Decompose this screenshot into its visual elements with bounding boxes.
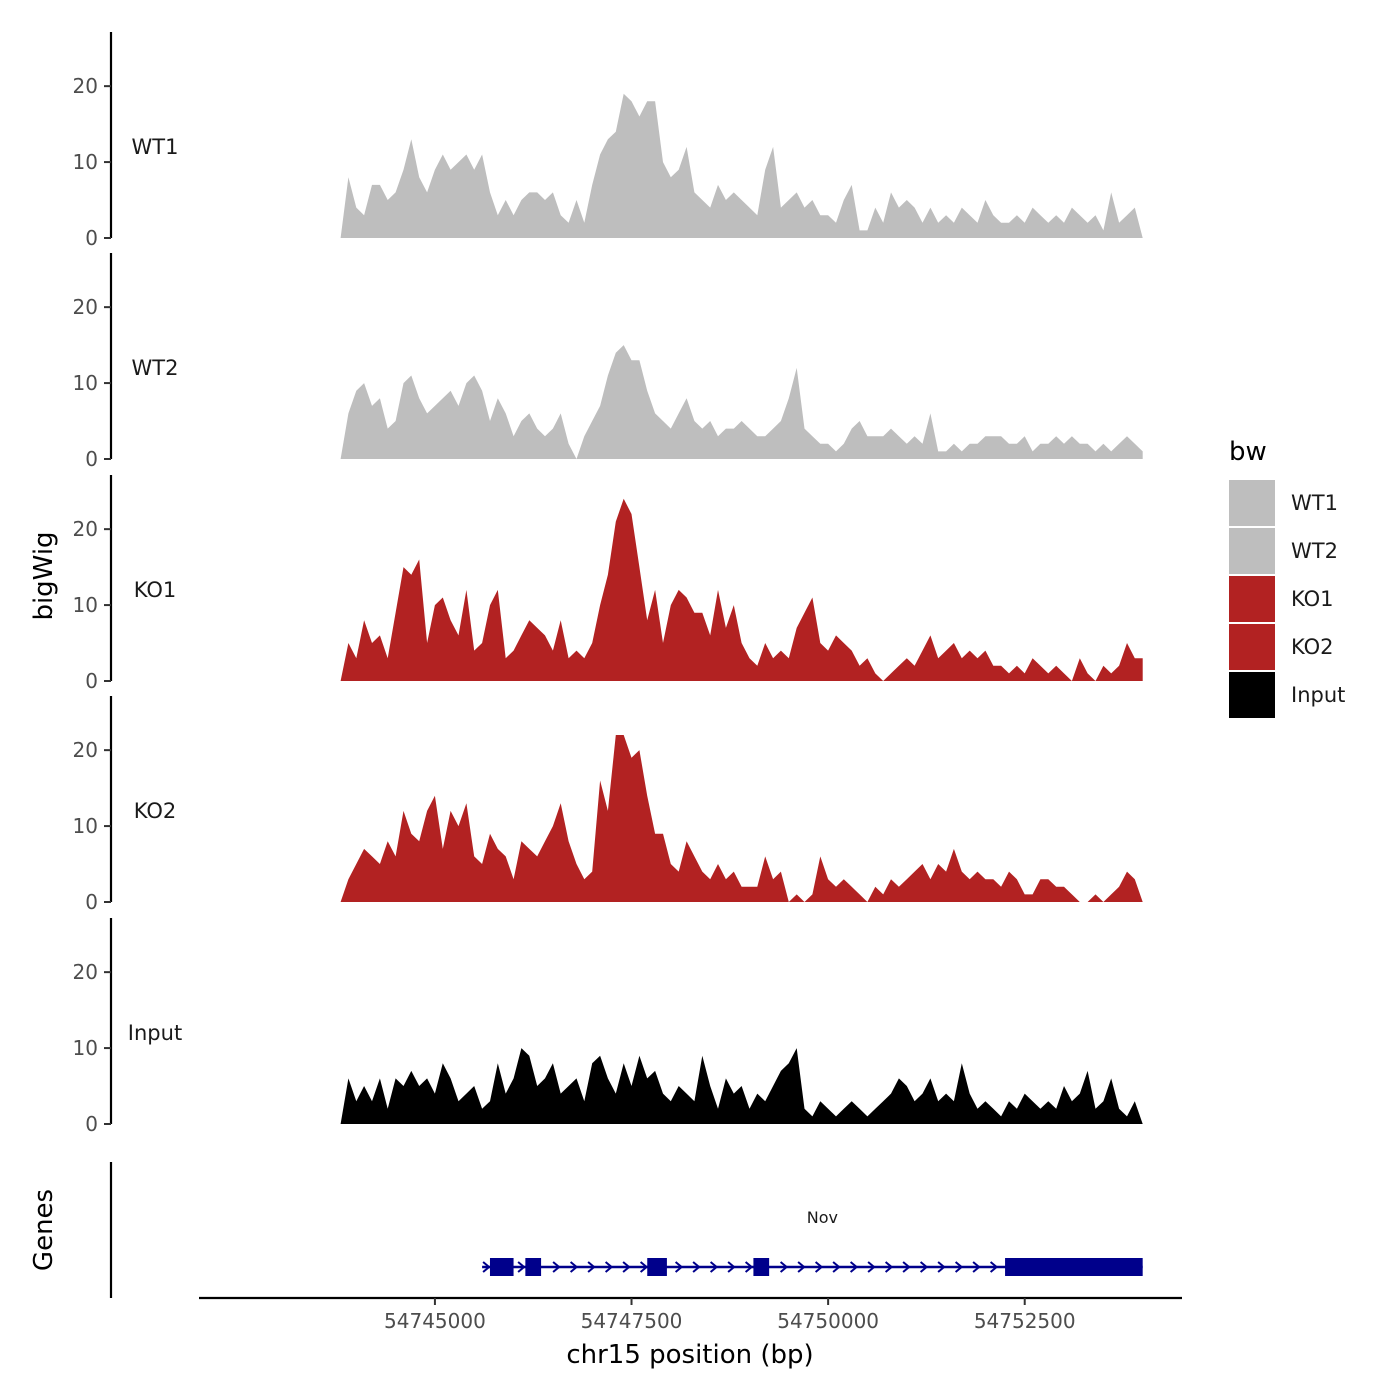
strand-chevron [587, 1261, 596, 1273]
coverage-area-ko2 [340, 735, 1143, 902]
y-tick-label: 20 [73, 295, 98, 319]
strand-chevron [902, 1261, 911, 1273]
legend-swatch-input [1229, 672, 1275, 718]
y-tick-label: 0 [85, 669, 98, 693]
y-tick-label: 20 [73, 74, 98, 98]
strand-chevron [674, 1261, 684, 1273]
y-tick-label: 20 [73, 738, 98, 762]
strand-chevron [709, 1261, 719, 1273]
legend-title: bw [1229, 437, 1267, 467]
strand-chevron [569, 1261, 579, 1273]
strand-chevron [622, 1261, 631, 1273]
legend-label: KO1 [1291, 587, 1334, 611]
track-label: Input [128, 1021, 182, 1045]
x-tick-label: 54750000 [777, 1309, 879, 1333]
strand-chevron [937, 1261, 946, 1273]
track-panel-ko1: 0 10 20 KO1 [73, 475, 1143, 693]
legend: bw WT1 WT2 KO1 KO2 Input [1229, 437, 1345, 718]
strand-chevron [639, 1261, 649, 1273]
legend-swatch-ko1 [1229, 576, 1275, 622]
coverage-area-input [340, 1048, 1143, 1124]
legend-label: Input [1291, 683, 1345, 707]
strand-chevron [832, 1261, 841, 1273]
strand-chevron [919, 1261, 929, 1273]
y-tick-label: 0 [85, 226, 98, 250]
legend-swatch-wt2 [1229, 528, 1275, 574]
strand-chevron [482, 1261, 491, 1273]
strand-chevron [692, 1261, 701, 1273]
gene-exon [489, 1258, 514, 1276]
gene-exon [647, 1258, 667, 1276]
x-axis: 54745000 54747500 54750000 54752500 [199, 1296, 1182, 1333]
x-axis-title: chr15 position (bp) [566, 1340, 813, 1370]
track-panel-wt2: 0 10 20 WT2 [73, 253, 1143, 471]
y-tick-label: 10 [73, 1036, 98, 1060]
coverage-area-wt2 [340, 345, 1143, 459]
strand-chevron [779, 1261, 789, 1273]
gene-track: Nov [109, 1162, 1143, 1298]
strand-chevron [517, 1261, 526, 1273]
gene-name-label: Nov [807, 1208, 838, 1227]
track-panel-wt1: 0 10 20 WT1 [73, 32, 1143, 250]
legend-swatch-wt1 [1229, 480, 1275, 526]
y-tick-label: 10 [73, 814, 98, 838]
y-tick-label: 0 [85, 890, 98, 914]
y-tick-label: 10 [73, 371, 98, 395]
x-tick-label: 54747500 [581, 1309, 683, 1333]
strand-chevron [954, 1261, 964, 1273]
track-label: WT1 [132, 135, 179, 159]
strand-chevron [727, 1261, 736, 1273]
strand-chevron [552, 1261, 561, 1273]
coverage-area-wt1 [340, 93, 1143, 238]
strand-chevron [814, 1261, 824, 1273]
gene-exon [525, 1258, 542, 1276]
gene-exon [1005, 1258, 1143, 1276]
track-label: KO2 [134, 799, 177, 823]
strand-chevron [797, 1261, 806, 1273]
track-panels: 0 10 20 WT1 0 10 20 WT2 0 10 20 KO1 0 10 20 KO2 0 10 20 Inp… [73, 32, 1143, 1136]
y-axis-title: bigWig [29, 531, 59, 620]
strand-chevron [604, 1261, 614, 1273]
x-tick-label: 54752500 [974, 1309, 1076, 1333]
gene-exon [753, 1258, 770, 1276]
y-tick-label: 20 [73, 517, 98, 541]
strand-chevron [744, 1261, 754, 1273]
y-tick-label: 0 [85, 447, 98, 471]
y-tick-label: 10 [73, 593, 98, 617]
track-label: KO1 [134, 578, 177, 602]
strand-chevron [989, 1261, 999, 1273]
legend-label: WT2 [1291, 539, 1338, 563]
strand-chevron [849, 1261, 859, 1273]
track-panel-input: 0 10 20 Input [73, 918, 1143, 1136]
strand-chevron [972, 1261, 981, 1273]
x-tick-label: 54745000 [384, 1309, 486, 1333]
legend-swatch-ko2 [1229, 624, 1275, 670]
genes-axis-title: Genes [29, 1189, 59, 1271]
track-label: WT2 [132, 356, 179, 380]
y-tick-label: 10 [73, 150, 98, 174]
strand-chevron [884, 1261, 894, 1273]
y-tick-label: 20 [73, 960, 98, 984]
legend-label: WT1 [1291, 491, 1338, 515]
legend-label: KO2 [1291, 635, 1334, 659]
track-panel-ko2: 0 10 20 KO2 [73, 696, 1143, 914]
strand-chevron [867, 1261, 876, 1273]
y-tick-label: 0 [85, 1112, 98, 1136]
coverage-area-ko1 [340, 498, 1143, 681]
